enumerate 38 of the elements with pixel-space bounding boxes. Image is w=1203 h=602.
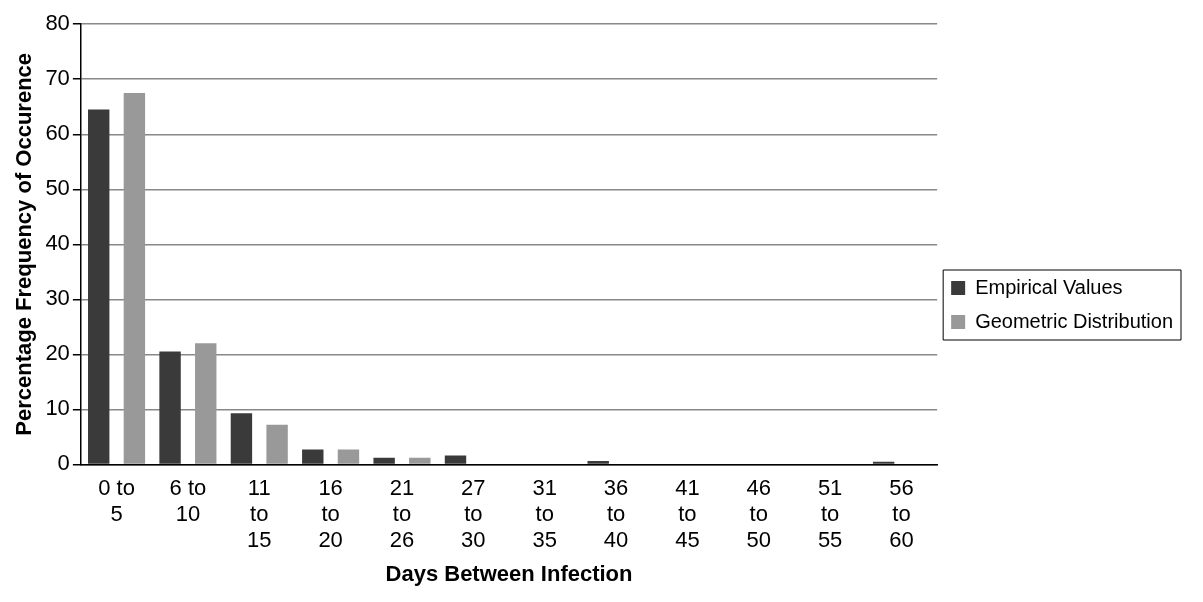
bar bbox=[230, 413, 253, 464]
x-tick-label: 31 to 35 bbox=[532, 474, 557, 553]
legend-label: Geometric Distribution bbox=[975, 309, 1173, 332]
bar bbox=[409, 457, 431, 464]
y-tick-label: 40 bbox=[45, 230, 70, 256]
y-tick-label: 60 bbox=[45, 120, 70, 146]
y-tick-label: 0 bbox=[57, 450, 70, 476]
x-axis-title: Days Between Infection bbox=[385, 560, 633, 586]
y-axis-title: Percentage Frequency of Occurence bbox=[11, 52, 37, 436]
bar bbox=[872, 461, 895, 464]
x-tick-label: 11 to 15 bbox=[247, 474, 272, 553]
y-tick-label: 70 bbox=[45, 65, 70, 91]
bar bbox=[337, 449, 360, 464]
bar bbox=[123, 92, 146, 464]
legend-label: Empirical Values bbox=[975, 275, 1123, 298]
x-tick-label: 56 to 60 bbox=[889, 474, 914, 553]
x-tick-label: 16 to 20 bbox=[318, 474, 343, 553]
x-tick-label: 51 to 55 bbox=[817, 474, 843, 553]
x-tick-label: 46 to 50 bbox=[746, 474, 772, 553]
bar bbox=[266, 424, 288, 464]
y-tick-label: 20 bbox=[45, 340, 70, 366]
x-tick-label: 41 to 45 bbox=[675, 474, 700, 553]
x-tick-label: 36 to 40 bbox=[603, 474, 629, 553]
bar bbox=[159, 351, 181, 464]
bar bbox=[444, 455, 467, 464]
x-tick-label: 6 to 10 bbox=[169, 474, 207, 527]
bar bbox=[587, 461, 609, 464]
y-tick-label: 30 bbox=[45, 285, 70, 311]
x-tick-label: 21 to 26 bbox=[389, 474, 415, 553]
x-tick-label: 0 to 5 bbox=[98, 474, 135, 527]
x-tick-label: 27 to 30 bbox=[461, 474, 486, 553]
y-tick-label: 50 bbox=[45, 175, 70, 201]
bar bbox=[88, 109, 110, 464]
bar bbox=[373, 457, 395, 464]
y-tick-label: 10 bbox=[45, 395, 70, 421]
y-tick-label: 80 bbox=[45, 10, 70, 36]
bar bbox=[302, 449, 324, 464]
bar bbox=[195, 343, 217, 464]
